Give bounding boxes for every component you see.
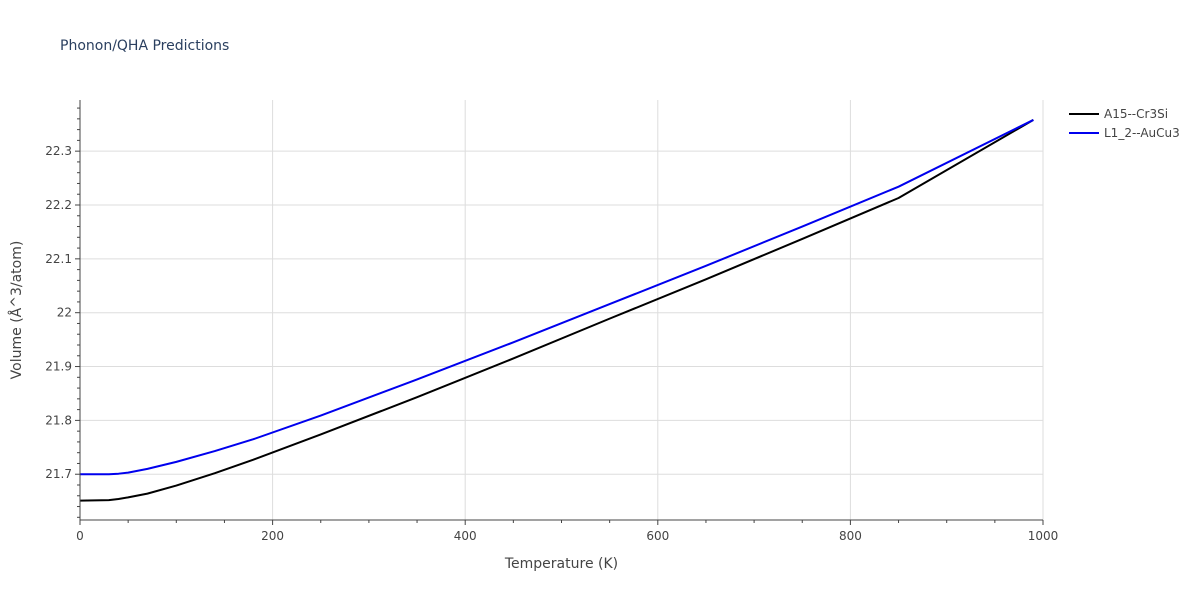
- y-tick-label: 22: [57, 306, 72, 320]
- x-tick-label: 800: [839, 529, 862, 543]
- x-tick-label: 200: [261, 529, 284, 543]
- axes: 0 200 400 600 800 1000 21.7 21.8 21.9 22 22.1 22.2 2…: [45, 100, 1058, 543]
- y-tick-label: 22.3: [45, 144, 72, 158]
- legend-label: L1_2--AuCu3: [1104, 126, 1180, 140]
- y-axis-title: Volume (Å^3/atom): [8, 241, 25, 380]
- y-tick-label: 22.2: [45, 198, 72, 212]
- x-axis-title: Temperature (K): [504, 556, 618, 572]
- chart-title: Phonon/QHA Predictions: [60, 38, 229, 54]
- legend-item[interactable]: L1_2--AuCu3: [1069, 126, 1180, 140]
- x-tick-label: 600: [646, 529, 669, 543]
- y-tick-label: 21.8: [45, 413, 72, 427]
- series-line: [79, 119, 1034, 502]
- legend-item[interactable]: A15--Cr3Si: [1069, 107, 1168, 121]
- series-lines: [79, 119, 1034, 502]
- y-tick-label: 22.1: [45, 252, 72, 266]
- grid-lines: [80, 100, 1044, 520]
- y-tick-label: 21.7: [45, 467, 72, 481]
- legend-label: A15--Cr3Si: [1104, 107, 1168, 121]
- series-line: [80, 119, 1034, 476]
- x-tick-label: 400: [454, 529, 477, 543]
- x-tick-label: 0: [76, 529, 84, 543]
- x-tick-label: 1000: [1028, 529, 1059, 543]
- legend[interactable]: A15--Cr3Si L1_2--AuCu3: [1069, 107, 1180, 140]
- y-tick-label: 21.9: [45, 360, 72, 374]
